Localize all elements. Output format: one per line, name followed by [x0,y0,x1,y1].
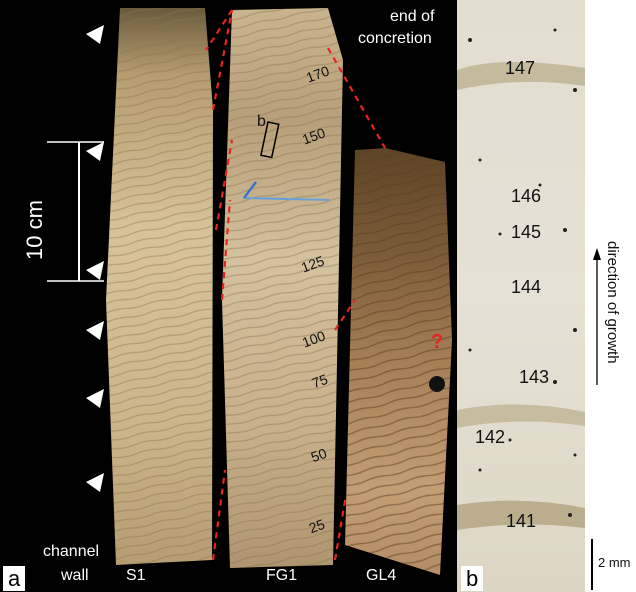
growth-arrow-head [593,248,601,260]
sample-position-arrows [86,25,104,492]
growth-direction-label: direction of growth [604,241,621,364]
fg1-marker-tick [243,181,257,199]
layer-label-141: 141 [506,511,537,531]
core-label-gl4: GL4 [366,567,397,584]
question-mark: ? [431,331,444,353]
core-s1-banding [106,8,213,565]
layer-label-145: 145 [511,222,542,242]
thin-section-band [457,500,585,530]
panel-b-location-box [260,121,280,159]
core-fg1-banding [222,8,343,568]
thin-section [457,0,585,592]
layer-label-143: 143 [519,367,550,387]
core-label-s1: S1 [126,567,146,584]
correlation-lines [205,9,386,561]
layer-label-142: 142 [475,427,506,447]
end-label-line2: concretion [358,30,432,47]
layer-label-147: 147 [505,58,536,78]
core-gl4-banding [345,148,452,575]
panel-letter-b: b [461,566,484,591]
box-label-b: b [257,113,266,130]
scale-label-2mm: 2 mm [598,555,631,570]
channel-label-line1: channel [43,543,100,560]
channel-label-line2: wall [61,567,89,584]
fg1-marker-line [243,197,331,201]
thin-section-band [457,61,585,90]
scale-label-10cm: 10 cm [22,200,47,260]
layer-label-144: 144 [511,277,542,297]
panel-letter-a: a [3,566,26,591]
gl4-dark-spot [429,376,445,392]
thin-section-band [457,404,585,428]
end-label-line1: end of [390,8,435,25]
core-label-fg1: FG1 [266,567,298,584]
layer-label-146: 146 [511,186,542,206]
thin-section-pores [468,28,577,517]
